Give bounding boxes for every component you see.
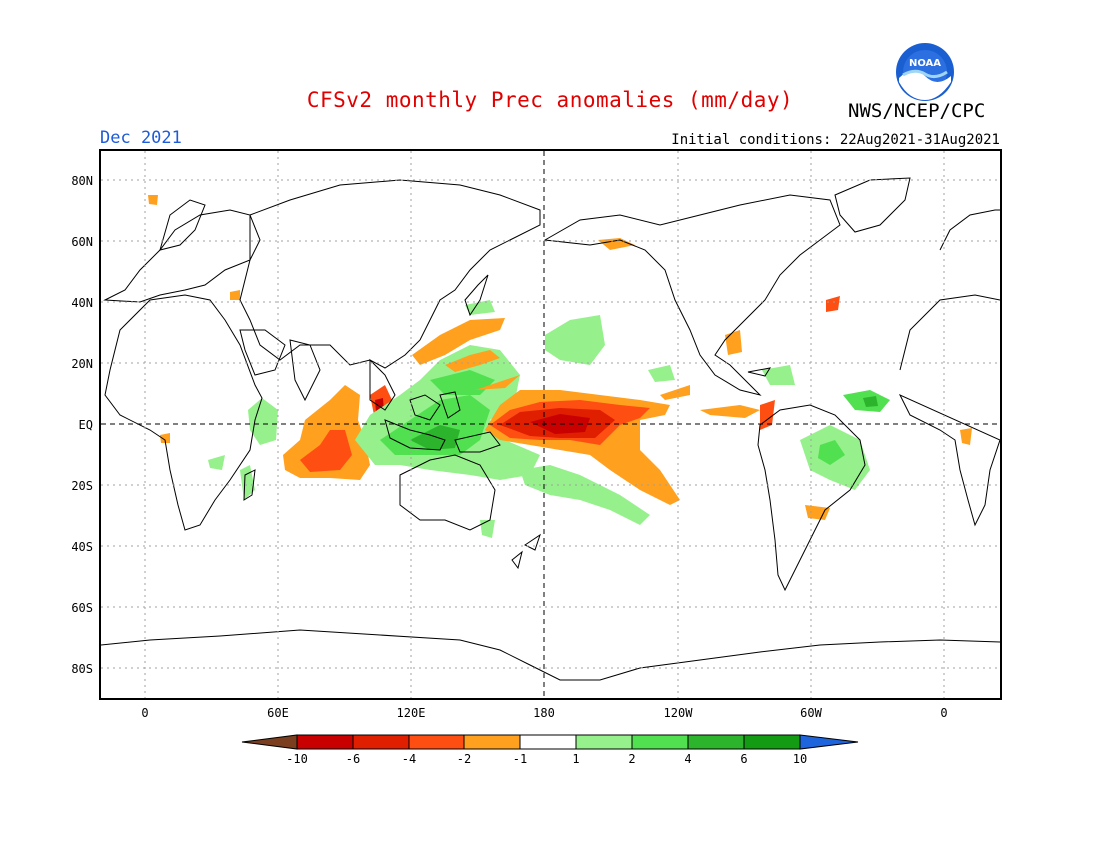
longitude-labels: 0 60E 120E 180 120W 60W 0 <box>141 706 947 720</box>
colorbar-label: 10 <box>793 752 807 766</box>
colorbar-label: 6 <box>740 752 747 766</box>
lat-label: 20N <box>71 357 93 371</box>
lat-label: 20S <box>71 479 93 493</box>
lon-label: 0 <box>141 706 148 720</box>
colorbar-label: 1 <box>572 752 579 766</box>
equator-dateline-lines <box>101 151 1000 698</box>
lon-label: 180 <box>533 706 555 720</box>
colorbar-arrow-high <box>799 734 859 750</box>
map-title: CFSv2 monthly Prec anomalies (mm/day) <box>306 88 794 112</box>
colorbar-label: 2 <box>628 752 635 766</box>
lat-label: 60S <box>71 601 93 615</box>
colorbar-box <box>519 734 577 750</box>
lat-label: 80N <box>71 174 93 188</box>
lat-label: 60N <box>71 235 93 249</box>
colorbar-box <box>575 734 633 750</box>
colorbar-box <box>463 734 521 750</box>
colorbar-box <box>687 734 745 750</box>
colorbar-arrow-low <box>241 734 298 750</box>
initial-conditions-label: Initial conditions: 22Aug2021-31Aug2021 <box>671 132 1000 148</box>
latitude-labels: 80N 60N 40N 20N EQ 20S 40S 60S 80S <box>71 174 93 676</box>
colorbar-label: -6 <box>346 752 360 766</box>
noaa-logo-text: NOAA <box>909 58 941 69</box>
colorbar-label: -1 <box>513 752 527 766</box>
colorbar-label: -10 <box>286 752 308 766</box>
lon-label: 60E <box>267 706 289 720</box>
lon-label: 0 <box>940 706 947 720</box>
colorbar-box <box>408 734 465 750</box>
colorbar-label: -2 <box>457 752 471 766</box>
lat-label: 40S <box>71 540 93 554</box>
lat-label: EQ <box>79 418 93 432</box>
colorbar-label: -4 <box>402 752 416 766</box>
colorbar-box <box>743 734 801 750</box>
colorbar: -10 -6 -4 -2 -1 1 2 4 6 10 <box>241 734 859 766</box>
lon-label: 120E <box>397 706 426 720</box>
valid-month-label: Dec 2021 <box>100 128 182 148</box>
colorbar-box <box>296 734 354 750</box>
colorbar-box <box>352 734 410 750</box>
lat-label: 80S <box>71 662 93 676</box>
lat-label: 40N <box>71 296 93 310</box>
agency-label: NWS/NCEP/CPC <box>848 100 986 122</box>
noaa-logo: NOAA <box>896 43 954 101</box>
lon-label: 60W <box>800 706 822 720</box>
colorbar-label: 4 <box>684 752 691 766</box>
coastlines <box>101 177 1000 681</box>
colorbar-box <box>631 734 689 750</box>
lon-label: 120W <box>664 706 694 720</box>
map-gridlines <box>101 151 1000 698</box>
anomaly-shading <box>148 195 972 538</box>
map-frame <box>99 149 1002 700</box>
